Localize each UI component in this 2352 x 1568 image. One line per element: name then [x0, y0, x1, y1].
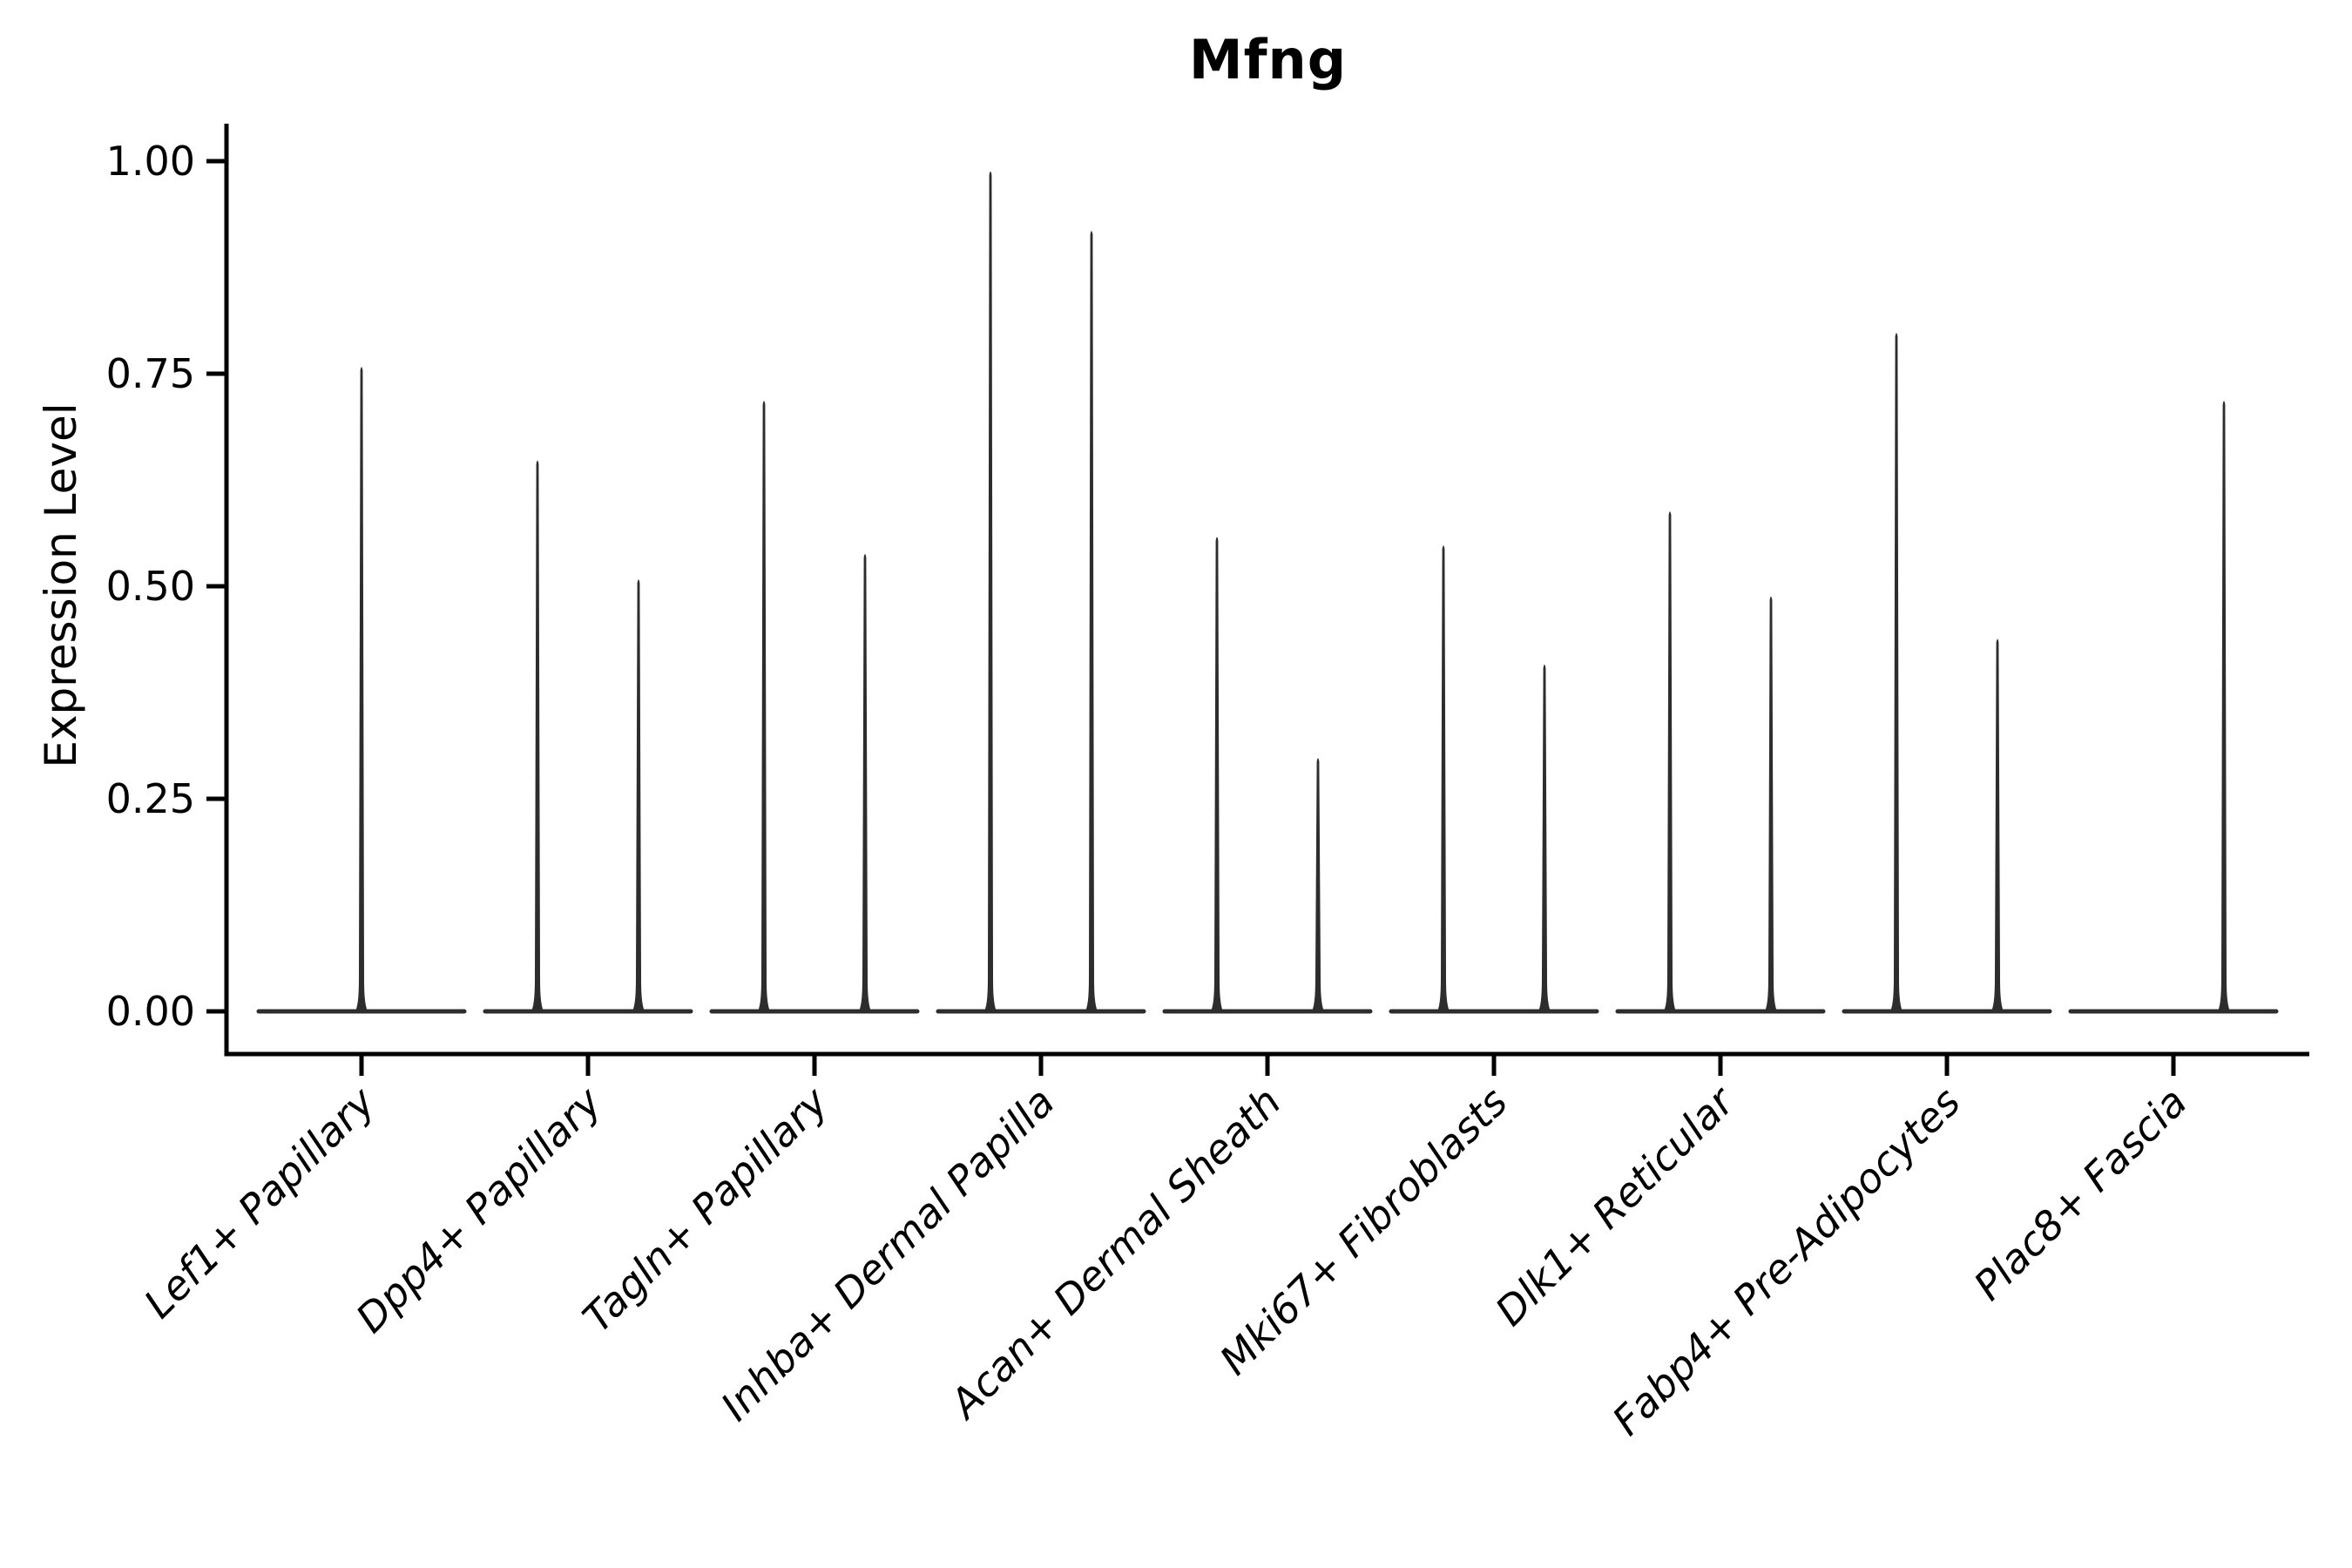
- violin-spike: [1889, 333, 1903, 1013]
- violin-spike: [1311, 758, 1325, 1013]
- violin-spike: [2217, 401, 2231, 1013]
- violin-spike: [757, 401, 771, 1013]
- x-tick-label: Tagln+ Papillary: [573, 1078, 837, 1342]
- x-tick-label: Dpp4+ Papillary: [347, 1078, 611, 1342]
- axes-layer: 1.00 0.75 0.50 0.25 0.00 Lef1+ PapillaryDpp4+…: [106, 124, 2309, 1444]
- x-tick-label: Plac8+ Fascia: [1964, 1078, 2195, 1309]
- violin-group: [1615, 511, 1826, 1014]
- x-tick-label: Lef1+ Papillary: [135, 1078, 384, 1327]
- y-tick-label: 0.75: [106, 350, 195, 397]
- y-tick-label: 0.50: [106, 563, 195, 610]
- y-tick-label: 0.25: [106, 775, 195, 822]
- x-tick-label: Dlk1+ Reticular: [1486, 1076, 1745, 1335]
- violin-spike: [1436, 545, 1450, 1013]
- violin-group: [483, 460, 693, 1014]
- violin-spike: [1210, 537, 1224, 1013]
- violin-group: [2068, 401, 2279, 1014]
- violin-group: [709, 401, 920, 1014]
- violin-group: [1842, 333, 2052, 1014]
- violin-spike: [1085, 231, 1098, 1014]
- y-tick-label: 0.00: [106, 988, 195, 1035]
- y-tick-label: 1.00: [106, 138, 195, 185]
- violins-layer: [256, 171, 2279, 1014]
- violin-spike: [1990, 639, 2004, 1013]
- violin-group: [1389, 545, 1599, 1014]
- violin-spike: [1764, 596, 1778, 1013]
- violin-spike: [1538, 664, 1551, 1013]
- violin-spike: [632, 579, 645, 1013]
- violin-spike: [858, 553, 872, 1013]
- violin-spike: [355, 367, 368, 1013]
- violin-group: [256, 367, 467, 1014]
- plot-title: Mfng: [1188, 28, 1348, 91]
- violin-spike: [1663, 511, 1677, 1013]
- violin-spike: [983, 171, 997, 1013]
- violin-spike: [531, 460, 544, 1013]
- violin-group: [936, 171, 1146, 1014]
- violin-group: [1162, 537, 1373, 1014]
